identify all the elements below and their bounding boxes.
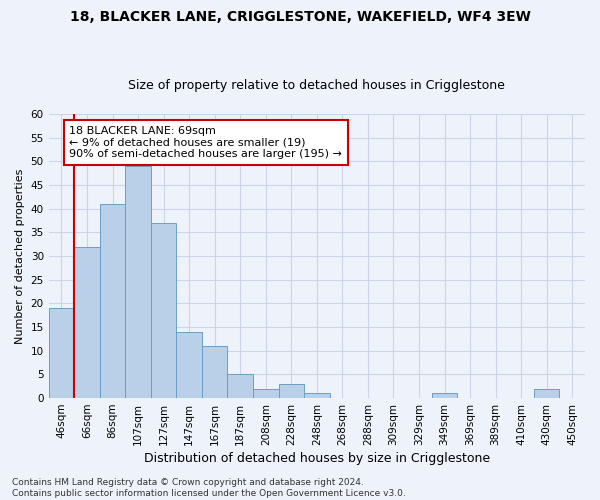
- Text: 18 BLACKER LANE: 69sqm
← 9% of detached houses are smaller (19)
90% of semi-deta: 18 BLACKER LANE: 69sqm ← 9% of detached …: [69, 126, 342, 159]
- Text: Contains HM Land Registry data © Crown copyright and database right 2024.
Contai: Contains HM Land Registry data © Crown c…: [12, 478, 406, 498]
- Bar: [304, 394, 329, 398]
- Bar: [534, 388, 559, 398]
- Bar: [125, 166, 151, 398]
- Bar: [176, 332, 202, 398]
- Bar: [432, 394, 457, 398]
- Bar: [278, 384, 304, 398]
- Text: 18, BLACKER LANE, CRIGGLESTONE, WAKEFIELD, WF4 3EW: 18, BLACKER LANE, CRIGGLESTONE, WAKEFIEL…: [70, 10, 530, 24]
- Bar: [227, 374, 253, 398]
- Y-axis label: Number of detached properties: Number of detached properties: [15, 168, 25, 344]
- Bar: [151, 223, 176, 398]
- Bar: [49, 308, 74, 398]
- X-axis label: Distribution of detached houses by size in Crigglestone: Distribution of detached houses by size …: [144, 452, 490, 465]
- Bar: [100, 204, 125, 398]
- Bar: [74, 246, 100, 398]
- Title: Size of property relative to detached houses in Crigglestone: Size of property relative to detached ho…: [128, 79, 505, 92]
- Bar: [253, 388, 278, 398]
- Bar: [202, 346, 227, 398]
